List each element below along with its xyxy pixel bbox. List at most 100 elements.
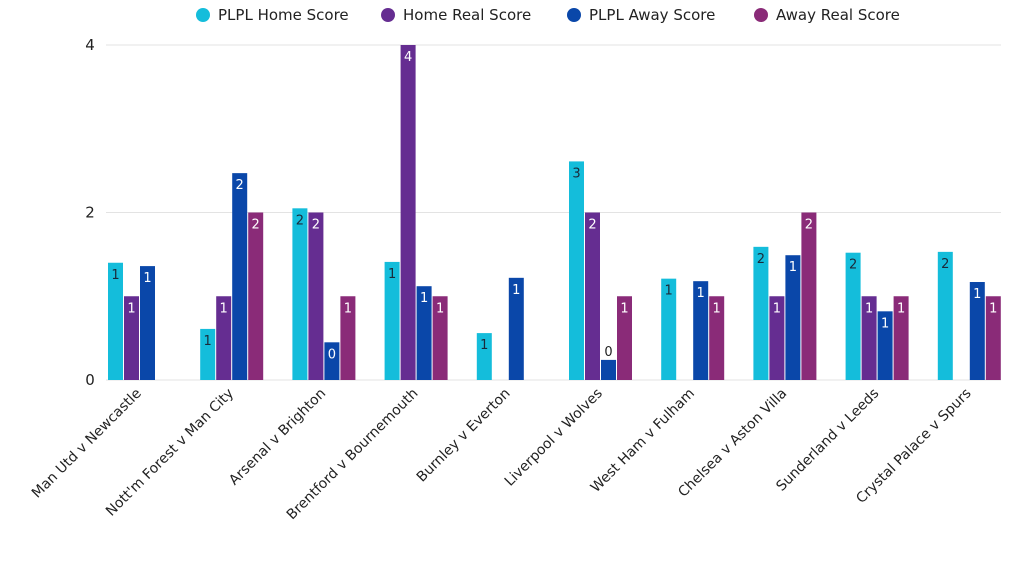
bar[interactable] [324,342,340,380]
legend-label: Home Real Score [403,6,531,24]
data-label: 2 [849,258,857,273]
y-axis: 0 2 4 [85,36,95,389]
y-tick-label: 0 [85,371,95,389]
bar[interactable] [124,296,139,380]
data-label: 1 [344,301,352,316]
data-label: 1 [773,301,781,316]
bar[interactable] [861,296,877,380]
data-label: 0 [604,345,612,360]
data-label: 2 [312,218,320,233]
y-tick-label: 2 [85,204,95,222]
bar-group: 2 11 [937,251,1001,380]
data-label: 1 [897,301,905,316]
data-label: 2 [236,178,244,193]
bar[interactable] [308,212,324,381]
bar[interactable] [969,282,985,380]
data-label: 1 [665,284,673,299]
bar[interactable] [709,296,725,380]
bar[interactable] [416,286,432,380]
data-label: 1 [881,316,889,331]
data-label: 1 [973,287,981,302]
bar[interactable] [601,359,616,380]
bar[interactable] [200,328,216,380]
legend-item[interactable]: Home Real Score [381,6,531,24]
bar[interactable] [893,296,909,380]
bar[interactable] [248,212,264,381]
bar[interactable] [232,173,248,380]
legend-item[interactable]: Away Real Score [754,6,900,24]
legend-item[interactable]: PLPL Home Score [196,6,349,24]
bar[interactable] [569,161,584,380]
x-tick-label: Liverpool v Wolves [502,386,606,490]
bar[interactable] [476,333,492,380]
data-label: 2 [941,257,949,272]
data-label: 3 [572,166,580,181]
bar[interactable] [216,296,232,380]
bar-group: 2 2 0 1 [292,208,356,381]
bar[interactable] [140,266,155,380]
data-label: 1 [697,286,705,301]
data-label: 1 [143,271,151,286]
bar[interactable] [985,296,1001,380]
legend-item[interactable]: PLPL Away Score [567,6,715,24]
bar[interactable] [845,252,861,380]
bar[interactable] [785,255,801,380]
bar[interactable] [617,296,632,380]
data-label: 2 [588,218,596,233]
bar[interactable] [693,281,709,380]
x-tick-label: Arsenal v Brighton [226,386,329,489]
data-label: 2 [252,218,260,233]
legend-label: PLPL Away Score [589,6,715,24]
legend-swatch-icon [567,8,581,22]
bar[interactable] [801,212,817,381]
bar[interactable] [384,261,400,380]
data-label: 2 [757,252,765,267]
bar-group: 111 [108,262,155,380]
bar[interactable] [292,208,308,380]
data-label: 1 [713,301,721,316]
bar-group: 1 1 2 2 [200,173,264,381]
bar[interactable] [661,278,677,380]
data-label: 2 [805,218,813,233]
bar[interactable] [340,296,356,380]
x-tick-label: Sunderland v Leeds [773,386,882,495]
data-label: 1 [127,301,135,316]
bar[interactable] [937,251,953,380]
data-label: 1 [436,301,444,316]
data-label: 1 [789,260,797,275]
bar[interactable] [753,246,769,380]
x-tick-label: Burnley v Everton [414,386,514,486]
bar[interactable] [769,296,785,380]
data-label: 1 [480,338,488,353]
data-label: 0 [328,347,336,362]
bar[interactable] [432,296,448,380]
legend-swatch-icon [196,8,210,22]
legend-label: PLPL Home Score [218,6,349,24]
data-label: 1 [865,301,873,316]
data-label: 2 [296,213,304,228]
data-label: 1 [111,268,119,283]
bar[interactable] [400,45,416,380]
legend-swatch-icon [754,8,768,22]
bar[interactable] [877,311,893,380]
bar-group: 11 [476,277,524,380]
data-label: 1 [620,301,628,316]
legend: PLPL Home Score Home Real Score PLPL Away … [196,6,900,24]
bar-group: 2 1 1 2 [753,212,817,381]
data-label: 1 [220,301,228,316]
y-tick-label: 4 [85,36,95,54]
data-label: 1 [989,301,997,316]
legend-swatch-icon [381,8,395,22]
x-tick-label: West Ham v Fulham [588,386,698,496]
data-label: 1 [512,283,520,298]
legend-label: Away Real Score [776,6,900,24]
bar[interactable] [508,277,524,380]
bar[interactable] [108,262,123,380]
bar[interactable] [585,212,600,381]
